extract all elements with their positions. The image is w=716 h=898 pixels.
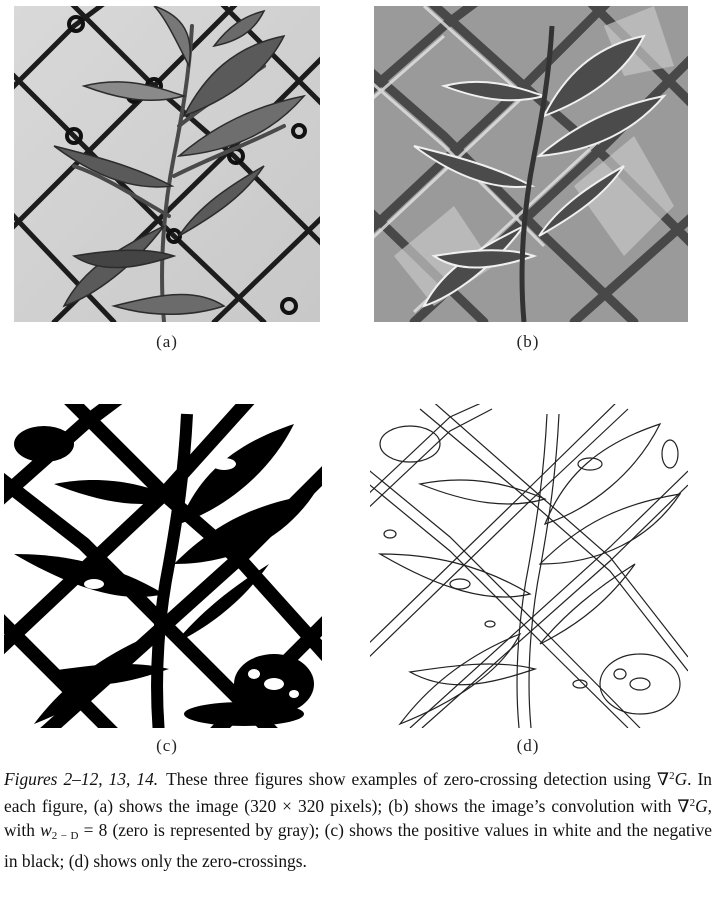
caption-text-1: These three figures show examples of zer… [166,769,657,789]
figure-panel-b-convolution [374,6,688,322]
operator-g: G [674,769,688,789]
laplacian-operator: ∇ [656,769,670,789]
zero-crossing-image [370,404,688,728]
figure-caption: Figures 2–12, 13, 14. These three figures… [4,764,712,873]
panel-label-d: (d) [516,736,540,755]
plant-fence-photo [14,6,320,322]
convolution-image [374,6,688,322]
figure-panel-d-zero-crossings [370,404,688,728]
caption-text-4: = 8 (zero is represented by gray); (c) s… [4,820,712,871]
operator-exponent-2: 2 [689,797,696,810]
panel-label-b: (b) [516,332,540,351]
panel-label-a: (a) [156,332,178,351]
sign-image [4,404,322,728]
laplacian-operator-2: ∇ [677,796,690,817]
caption-text-3: , with [4,796,712,841]
figure-panel-c-sign [4,404,322,728]
width-subscript: 2 − D [51,830,79,843]
panel-label-c: (c) [156,736,178,755]
figure-panel-a-image [14,6,320,322]
caption-text-2: . In each figure, (a) shows the image (3… [4,769,712,817]
width-symbol: w [40,820,52,841]
operator-exponent: 2 [669,770,675,782]
operator-g-2: G [695,796,708,817]
caption-lead: Figures 2–12, 13, 14. [4,769,159,789]
